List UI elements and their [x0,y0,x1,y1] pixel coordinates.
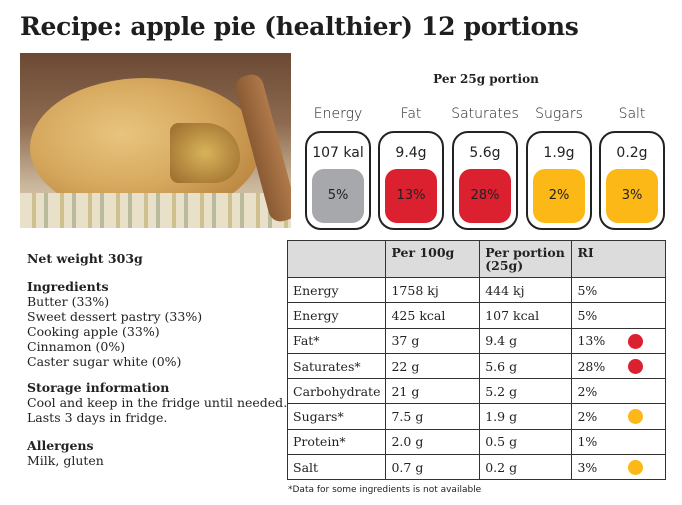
table-row: Energy 1758 kj 444 kj 5% [286,276,666,304]
guide-percent: 28% [459,169,511,223]
red-dot-icon [628,358,643,374]
cell-per100: 0.7 g [385,454,481,481]
cell-name: Carbohydrate [286,378,387,405]
ingredient-item: Butter (33%) [27,294,110,309]
cell-ri: 3% [571,454,666,481]
guide-label: Energy [313,106,363,122]
footnote: *Data for some ingredients is not availa… [288,485,482,495]
amber-dot-icon [628,409,643,425]
table-row: Salt 0.7 g 0.2 g 3% [286,454,666,481]
table-row: Carbohydrate 21 g 5.2 g 2% [286,378,666,405]
guide-box-energy: 107 kal 5% [305,131,371,230]
cell-portion: 1.9 g [479,403,573,430]
amber-dot-icon [628,460,643,476]
guide-value: 1.9g [543,145,575,161]
guide-value: 5.6g [469,145,501,161]
red-dot-icon [628,333,643,349]
cell-portion: 107 kcal [479,302,573,329]
guide-box-fat: 9.4g 13% [378,131,444,230]
table-row: Sugars* 7.5 g 1.9 g 2% [286,403,666,430]
cell-ri: 1% [571,428,666,456]
guide-box-sugars: 1.9g 2% [526,131,592,230]
cell-ri: 13% [571,327,666,354]
guide-percent: 13% [385,169,437,223]
ingredient-item: Cinnamon (0%) [27,339,126,354]
guide-value: 0.2g [616,145,648,161]
cell-ri: 5% [571,302,666,329]
net-weight: Net weight 303g [27,251,143,266]
cell-per100: 2.0 g [385,428,481,456]
table-row: Fat* 37 g 9.4 g 13% [286,327,666,354]
cell-ri: 5% [571,276,666,304]
cell-portion: 0.5 g [479,428,573,456]
table-row: Saturates* 22 g 5.6 g 28% [286,352,666,380]
cell-ri: 2% [571,378,666,405]
portion-heading: Per 25g portion [433,72,539,86]
allergens-section: Allergens Milk, gluten [27,438,104,468]
guide-label: Sugars [535,106,583,122]
cell-name: Salt [286,454,387,481]
guide-value: 9.4g [395,145,427,161]
cell-per100: 425 kcal [385,302,481,329]
table-row: Protein* 2.0 g 0.5 g 1% [286,428,666,456]
table-row: Energy 425 kcal 107 kcal 5% [286,302,666,329]
guide-label: Fat [400,106,422,122]
guide-percent: 5% [312,169,364,223]
cell-per100: 7.5 g [385,403,481,430]
cell-name: Energy [286,276,387,304]
guide-value: 107 kal [312,145,364,161]
cell-per100: 22 g [385,352,481,380]
cell-ri: 28% [571,352,666,380]
nutrition-table: Per 100g Per portion (25g) RI Energy 1758… [286,240,666,481]
allergens-heading: Allergens [27,438,94,453]
cell-per100: 37 g [385,327,481,354]
storage-heading: Storage information [27,380,170,395]
cell-name: Protein* [286,428,387,456]
ingredients-heading: Ingredients [27,279,109,294]
cell-name: Fat* [286,327,387,354]
ingredients-section: Ingredients Butter (33%) Sweet dessert pa… [27,279,202,369]
page-title: Recipe: apple pie (healthier) 12 portion… [20,12,579,41]
guide-percent: 3% [606,169,658,223]
storage-section: Storage information Cool and keep in the… [27,380,288,425]
cell-portion: 9.4 g [479,327,573,354]
ingredient-item: Cooking apple (33%) [27,324,160,339]
cell-name: Saturates* [286,352,387,380]
guide-label: Saturates [451,106,519,122]
cell-portion: 0.2 g [479,454,573,481]
cell-name: Energy [286,302,387,329]
guide-percent: 2% [533,169,585,223]
cell-portion: 444 kj [479,276,573,304]
cell-per100: 21 g [385,378,481,405]
cell-portion: 5.2 g [479,378,573,405]
guide-box-salt: 0.2g 3% [599,131,665,230]
guide-box-saturates: 5.6g 28% [452,131,518,230]
guide-label: Salt [618,106,646,122]
cell-ri: 2% [571,403,666,430]
cell-name: Sugars* [286,403,387,430]
cell-per100: 1758 kj [385,276,481,304]
ingredient-item: Sweet dessert pastry (33%) [27,309,203,324]
cell-portion: 5.6 g [479,352,573,380]
apple-pie-photo [20,53,291,228]
ingredient-item: Caster sugar white (0%) [27,354,182,369]
